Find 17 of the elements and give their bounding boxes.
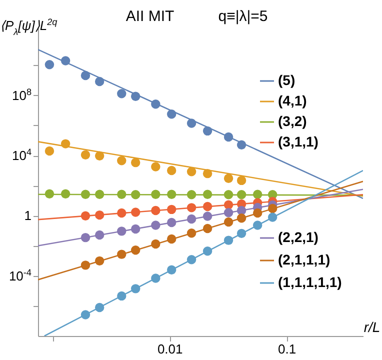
x-tick-label: 0.1 <box>278 342 296 356</box>
chart-subtitle: q≡|λ|=5 <box>218 8 268 25</box>
legend-label: (5) <box>278 72 296 88</box>
legend-label: (2,1,1,1) <box>278 252 330 268</box>
x-tick-label: 0.01 <box>157 342 183 356</box>
chart-title: AII MIT <box>126 8 174 25</box>
legend-label: (3,1,1) <box>278 134 318 150</box>
y-tick-label: 10$^{8}$ <box>12 86 32 103</box>
y-tick-label: 10$^{-4}$ <box>8 267 32 284</box>
legend-label: (1,1,1,1,1) <box>278 274 342 290</box>
legend-label: (3,2) <box>278 113 307 129</box>
y-tick-label: 1 <box>24 208 32 224</box>
legend-label: (2,2,1) <box>278 229 318 245</box>
y-axis-title: ⟨P$_{λ}$[ψ]⟩L$^{2q}$ <box>0 17 58 37</box>
y-tick-label: 10$^{4}$ <box>12 147 32 164</box>
legend-label: (4,1) <box>278 92 307 108</box>
x-axis-title: r/L <box>364 319 380 335</box>
